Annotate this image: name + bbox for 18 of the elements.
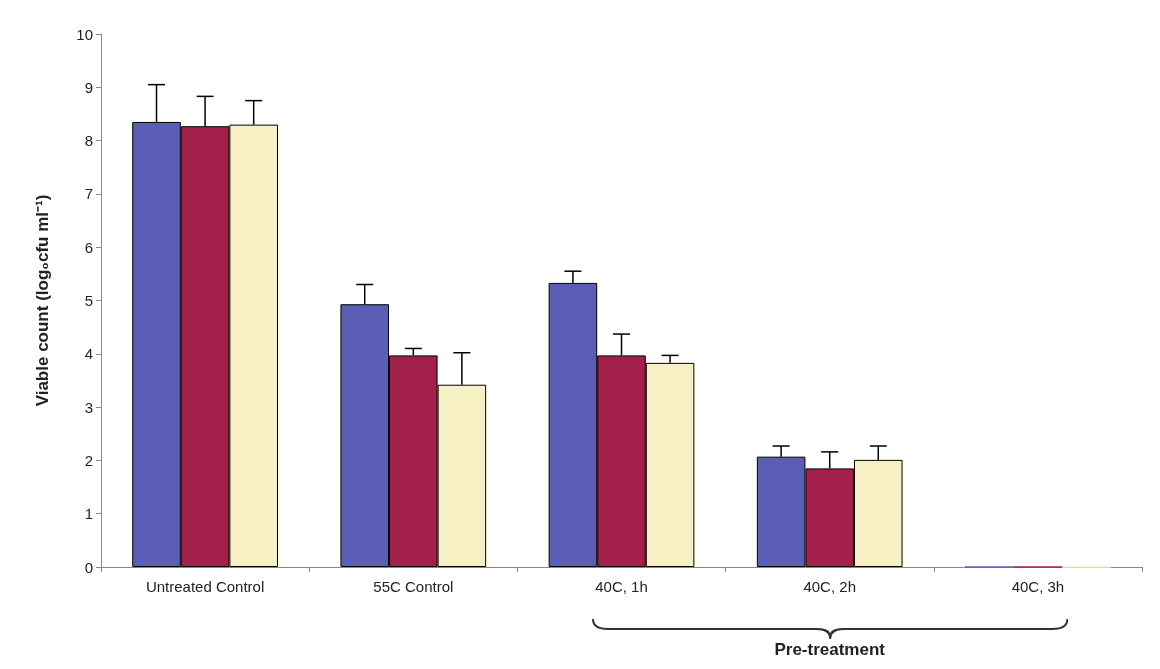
x-tick-label: Untreated Control — [145, 578, 265, 595]
y-tick-label: 6 — [84, 238, 93, 256]
y-tick-label: 8 — [84, 132, 93, 150]
y-tick-label: 4 — [84, 345, 93, 363]
y-tick-label: 5 — [84, 292, 93, 309]
y-axis-title: Viable count (log₀cfu ml⁻¹) — [33, 194, 52, 407]
x-tick-label: 55C Control — [373, 578, 454, 595]
y-tick-label: 10 — [76, 25, 93, 43]
y-tick-label: 7 — [84, 185, 93, 203]
y-tick-label: 0 — [84, 558, 93, 576]
x-tick-label: 40C, 2h — [803, 578, 856, 595]
x-tick-label: 40C, 1h — [595, 578, 648, 595]
x-tick-label: 40C, 3h — [1011, 578, 1065, 595]
text: Pre-treatment — [773, 640, 886, 660]
y-tick-label: 9 — [84, 78, 93, 96]
y-tick-label: 2 — [84, 451, 93, 469]
y-tick-label: 3 — [84, 398, 93, 416]
y-tick-label: 1 — [84, 505, 93, 523]
